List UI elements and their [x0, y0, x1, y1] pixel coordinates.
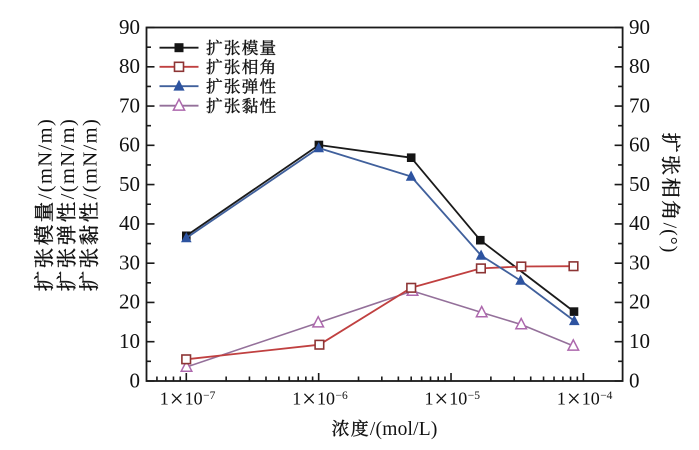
svg-text:−7: −7 [203, 390, 215, 402]
svg-text:60: 60 [119, 133, 140, 157]
svg-text:×: × [567, 386, 581, 413]
svg-text:30: 30 [119, 251, 140, 275]
svg-text:60: 60 [629, 133, 650, 157]
svg-text:80: 80 [119, 54, 140, 78]
svg-text:70: 70 [629, 93, 650, 117]
svg-text:10: 10 [582, 389, 600, 409]
svg-text:40: 40 [629, 211, 650, 235]
svg-text:20: 20 [629, 290, 650, 314]
svg-text:30: 30 [629, 251, 650, 275]
svg-text:×: × [302, 386, 316, 413]
svg-text:10: 10 [119, 329, 140, 353]
svg-text:/(mN/m): /(mN/m) [34, 118, 56, 200]
svg-text:/(mol/L): /(mol/L) [370, 419, 438, 440]
svg-text:20: 20 [119, 290, 140, 314]
svg-text:/(mN/m): /(mN/m) [57, 118, 79, 200]
svg-text:0: 0 [629, 368, 640, 392]
svg-text:1: 1 [160, 389, 169, 409]
svg-text:80: 80 [629, 54, 650, 78]
svg-text:×: × [170, 386, 184, 413]
svg-text:0: 0 [130, 368, 141, 392]
svg-text:50: 50 [629, 172, 650, 196]
svg-text:10: 10 [317, 389, 335, 409]
svg-text:−4: −4 [600, 390, 612, 402]
svg-text:×: × [434, 386, 448, 413]
svg-text:70: 70 [119, 93, 140, 117]
svg-text:90: 90 [119, 15, 140, 39]
svg-text:−5: −5 [468, 390, 480, 402]
svg-text:1: 1 [292, 389, 301, 409]
svg-text:10: 10 [449, 389, 467, 409]
svg-text:1: 1 [425, 389, 434, 409]
svg-text:/(mN/m): /(mN/m) [79, 118, 101, 200]
svg-text:90: 90 [629, 15, 650, 39]
svg-text:10: 10 [185, 389, 203, 409]
svg-text:−6: −6 [336, 390, 348, 402]
svg-text:50: 50 [119, 172, 140, 196]
svg-text:/(°): /(°) [659, 223, 681, 254]
svg-text:10: 10 [629, 329, 650, 353]
svg-text:1: 1 [557, 389, 566, 409]
svg-text:40: 40 [119, 211, 140, 235]
